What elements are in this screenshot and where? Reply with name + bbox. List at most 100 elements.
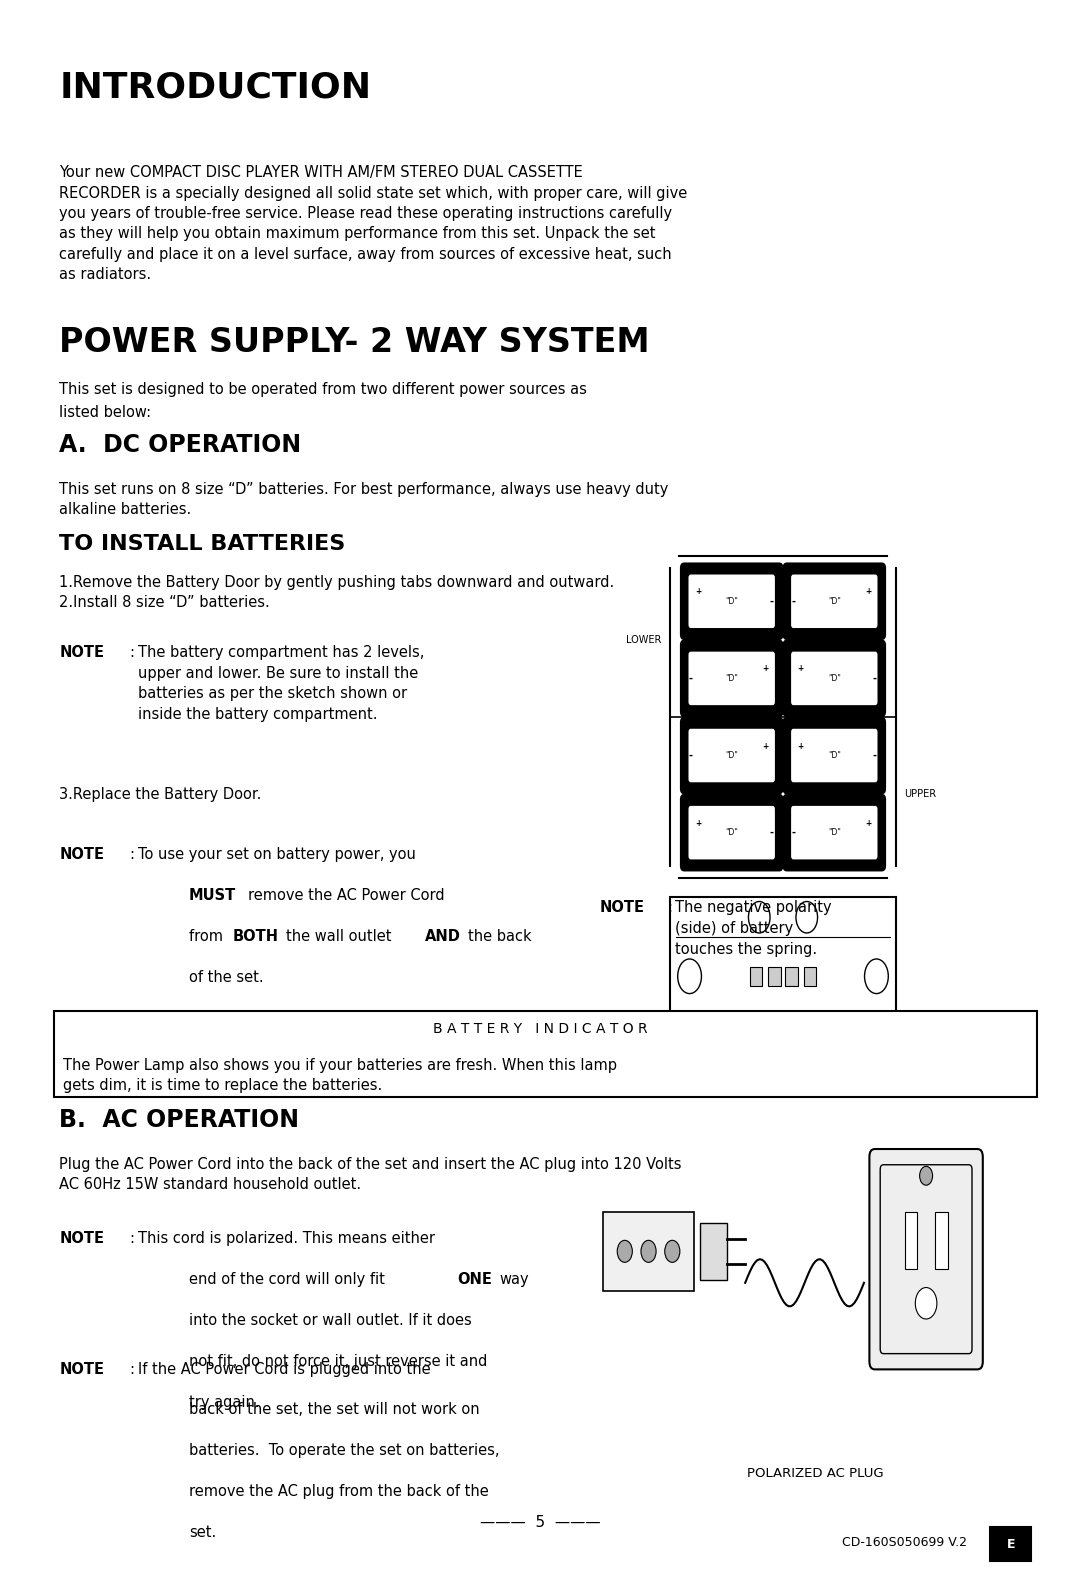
Bar — [700, 1223, 727, 1280]
Text: This cord is polarized. This means either: This cord is polarized. This means eithe… — [138, 1231, 435, 1247]
Text: :: : — [130, 1231, 135, 1247]
Text: try again.: try again. — [189, 1395, 259, 1410]
Text: NOTE: NOTE — [59, 847, 105, 863]
Circle shape — [665, 1240, 680, 1262]
Text: "D": "D" — [828, 751, 840, 760]
Text: set.: set. — [189, 1525, 216, 1541]
Circle shape — [642, 1240, 657, 1262]
Text: :: : — [667, 900, 673, 916]
Text: into the socket or wall outlet. If it does: into the socket or wall outlet. If it do… — [189, 1313, 472, 1328]
Text: end of the cord will only fit: end of the cord will only fit — [189, 1272, 390, 1288]
FancyBboxPatch shape — [689, 575, 774, 628]
Text: "D": "D" — [828, 674, 840, 683]
Text: "D": "D" — [828, 828, 840, 837]
Text: -: - — [770, 828, 773, 837]
Text: 1.Remove the Battery Door by gently pushing tabs downward and outward.
2.Install: 1.Remove the Battery Door by gently push… — [59, 575, 615, 609]
Text: "D": "D" — [726, 597, 738, 606]
Text: NOTE: NOTE — [59, 645, 105, 661]
Text: E: E — [1007, 1538, 1015, 1550]
Text: of the set.: of the set. — [189, 970, 264, 985]
Text: The negative polarity
(side) of battery
touches the spring.: The negative polarity (side) of battery … — [675, 900, 832, 957]
Bar — [785, 966, 798, 985]
Bar — [670, 897, 896, 1015]
Text: remove the AC plug from the back of the: remove the AC plug from the back of the — [189, 1484, 489, 1500]
Text: -: - — [873, 751, 877, 760]
FancyBboxPatch shape — [869, 1149, 983, 1369]
Text: :: : — [130, 1362, 135, 1377]
Text: Your new COMPACT DISC PLAYER WITH AM/FM STEREO DUAL CASSETTE
RECORDER is a speci: Your new COMPACT DISC PLAYER WITH AM/FM … — [59, 165, 688, 282]
FancyBboxPatch shape — [689, 652, 774, 705]
Text: BOTH: BOTH — [232, 929, 279, 944]
FancyBboxPatch shape — [784, 641, 885, 716]
Text: AND: AND — [424, 929, 460, 944]
FancyBboxPatch shape — [791, 806, 877, 859]
Bar — [768, 966, 781, 985]
Bar — [750, 966, 762, 985]
Text: not fit, do not force it, just reverse it and: not fit, do not force it, just reverse i… — [189, 1354, 487, 1369]
Text: the back: the back — [468, 929, 531, 944]
FancyBboxPatch shape — [791, 729, 877, 782]
Text: B.  AC OPERATION: B. AC OPERATION — [59, 1108, 299, 1132]
Text: INTRODUCTION: INTRODUCTION — [59, 71, 372, 105]
Text: +: + — [797, 664, 804, 674]
Text: +: + — [762, 741, 769, 751]
FancyBboxPatch shape — [791, 575, 877, 628]
Text: This set runs on 8 size “D” batteries. For best performance, always use heavy du: This set runs on 8 size “D” batteries. F… — [59, 482, 669, 516]
Text: remove the AC Power Cord: remove the AC Power Cord — [248, 888, 445, 903]
FancyBboxPatch shape — [784, 795, 885, 870]
Text: +: + — [762, 664, 769, 674]
FancyBboxPatch shape — [689, 806, 774, 859]
Text: The Power Lamp also shows you if your batteries are fresh. When this lamp
gets d: The Power Lamp also shows you if your ba… — [63, 1058, 617, 1092]
Text: MUST: MUST — [189, 888, 237, 903]
Text: :: : — [130, 645, 135, 661]
Circle shape — [618, 1240, 632, 1262]
Text: POLARIZED AC PLUG: POLARIZED AC PLUG — [747, 1467, 883, 1480]
Text: "D": "D" — [828, 597, 840, 606]
FancyBboxPatch shape — [680, 718, 782, 793]
Text: +: + — [696, 587, 701, 597]
Text: +: + — [696, 818, 701, 828]
FancyBboxPatch shape — [680, 563, 782, 639]
Text: back of the set, the set will not work on: back of the set, the set will not work o… — [189, 1402, 480, 1418]
Text: This set is designed to be operated from two different power sources as
listed b: This set is designed to be operated from… — [59, 382, 588, 420]
Text: "D": "D" — [726, 828, 738, 837]
Text: -: - — [791, 597, 795, 606]
Text: +: + — [865, 587, 870, 597]
Text: POWER SUPPLY- 2 WAY SYSTEM: POWER SUPPLY- 2 WAY SYSTEM — [59, 326, 650, 359]
Text: way: way — [499, 1272, 528, 1288]
Text: NOTE: NOTE — [59, 1231, 105, 1247]
Text: ———  5  ———: ——— 5 ——— — [480, 1514, 600, 1530]
Text: -: - — [689, 674, 692, 683]
Text: the wall outlet: the wall outlet — [286, 929, 396, 944]
Text: +: + — [865, 818, 870, 828]
Text: -: - — [770, 597, 773, 606]
FancyBboxPatch shape — [880, 1165, 972, 1354]
Text: -: - — [873, 674, 877, 683]
Text: B A T T E R Y   I N D I C A T O R: B A T T E R Y I N D I C A T O R — [433, 1022, 647, 1036]
Bar — [804, 966, 816, 985]
FancyBboxPatch shape — [791, 652, 877, 705]
Text: +: + — [797, 741, 804, 751]
Bar — [54, 1011, 1037, 1097]
Text: The battery compartment has 2 levels,
upper and lower. Be sure to install the
ba: The battery compartment has 2 levels, up… — [138, 645, 424, 721]
Text: batteries.  To operate the set on batteries,: batteries. To operate the set on batteri… — [189, 1443, 499, 1459]
Text: NOTE: NOTE — [599, 900, 645, 916]
Text: UPPER: UPPER — [905, 789, 936, 800]
Text: :: : — [130, 847, 135, 863]
Text: 3.Replace the Battery Door.: 3.Replace the Battery Door. — [59, 787, 261, 803]
Text: If the AC Power Cord is plugged into the: If the AC Power Cord is plugged into the — [138, 1362, 431, 1377]
Text: LOWER: LOWER — [626, 634, 661, 645]
Bar — [990, 1527, 1031, 1561]
Text: NOTE: NOTE — [59, 1362, 105, 1377]
Text: -: - — [689, 751, 692, 760]
Text: Plug the AC Power Cord into the back of the set and insert the AC plug into 120 : Plug the AC Power Cord into the back of … — [59, 1157, 681, 1192]
FancyBboxPatch shape — [680, 795, 782, 870]
Circle shape — [919, 1166, 933, 1185]
Bar — [935, 1212, 948, 1269]
Text: TO INSTALL BATTERIES: TO INSTALL BATTERIES — [59, 534, 346, 554]
FancyBboxPatch shape — [689, 729, 774, 782]
FancyBboxPatch shape — [680, 641, 782, 716]
Text: "D": "D" — [726, 674, 738, 683]
Text: CD-160S050699 V.2: CD-160S050699 V.2 — [841, 1536, 967, 1549]
Text: A.  DC OPERATION: A. DC OPERATION — [59, 433, 301, 456]
